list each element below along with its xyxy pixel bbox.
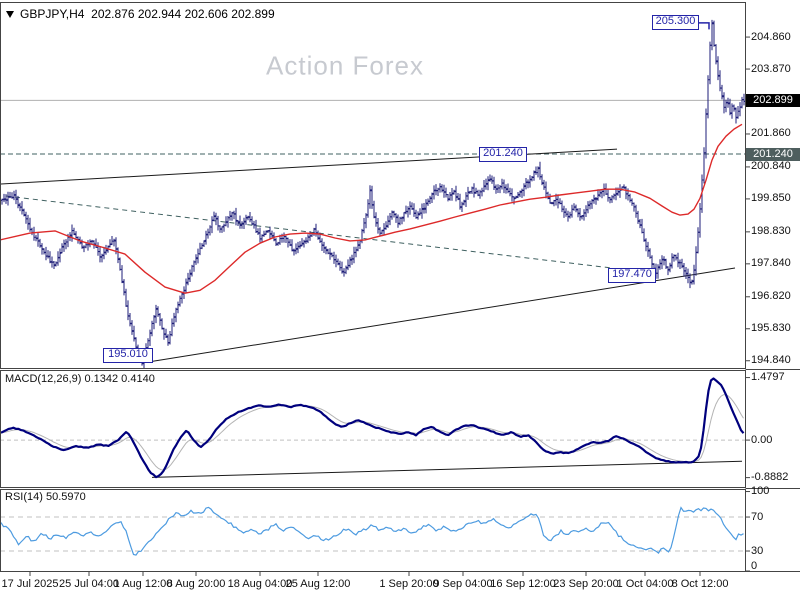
price-axis-label: 195.830	[751, 322, 791, 335]
price-axis-label: 200.840	[751, 160, 791, 173]
time-axis-label: 1 Aug 12:00	[113, 578, 173, 590]
time-axis-label: 25 Aug 12:00	[285, 578, 351, 590]
price-axis-label: 201.860	[751, 127, 791, 140]
time-axis-label: 1 Oct 04:00	[616, 578, 674, 590]
macd-axis-label: -0.8882	[751, 471, 789, 484]
price-badge-level: 201.240	[746, 147, 800, 161]
price-level-box: 205.300	[652, 15, 699, 31]
price-chart-area[interactable]	[0, 19, 746, 369]
macd-axis-label: 1.4797	[751, 371, 785, 384]
time-axis-label: 16 Sep 12:00	[490, 578, 556, 590]
time-axis-label: 8 Oct 12:00	[671, 578, 729, 590]
price-level-box: 201.240	[479, 146, 527, 162]
rsi-line	[1, 506, 744, 556]
price-axis-label: 197.840	[751, 257, 791, 270]
time-axis-label: 8 Aug 20:00	[166, 578, 226, 590]
price-axis-label: 194.840	[751, 354, 791, 367]
time-axis-label: 23 Sep 20:00	[553, 578, 619, 590]
rsi-axis-label: 70	[751, 510, 764, 523]
price-level-box: 197.470	[608, 268, 656, 284]
macd-main-line	[1, 377, 745, 479]
macd-axis-label: 0.00	[751, 433, 773, 446]
rsi-panel-border	[0, 489, 746, 572]
chart-title-text: GBPJPY,H4 202.876 202.944 202.606 202.89…	[20, 7, 275, 21]
macd-panel-border	[0, 370, 746, 488]
time-axis-label: 18 Aug 04:00	[227, 578, 293, 590]
price-axis-label: 196.820	[751, 290, 791, 303]
rsi-label: RSI(14) 50.5970	[5, 491, 86, 503]
macd-label: MACD(12,26,9) 0.1342 0.4140	[5, 373, 155, 385]
macd-chart-area[interactable]	[0, 377, 745, 479]
price-axis-label: 203.870	[751, 62, 791, 75]
price-axis-label: 199.850	[751, 192, 791, 205]
rsi-axis-label: 100	[751, 485, 770, 498]
rsi-axis-label: 30	[751, 544, 764, 557]
symbol-dropdown-icon	[6, 11, 14, 18]
rsi-axis-label: 0	[751, 560, 758, 572]
macd-signal-line	[1, 394, 744, 471]
moving-average-line	[1, 123, 743, 294]
price-level-box: 195.010	[103, 347, 153, 363]
rsi-chart-area[interactable]	[0, 506, 745, 556]
price-bars	[1, 19, 745, 368]
price-axis-label: 198.830	[751, 225, 791, 238]
watermark: Action Forex	[266, 50, 424, 81]
chart-title: GBPJPY,H4 202.876 202.944 202.606 202.89…	[6, 7, 275, 21]
time-axis-label: 1 Sep 20:00	[379, 578, 439, 590]
price-axis-label: 204.860	[751, 30, 791, 43]
time-axis-label: 9 Sep 04:00	[433, 578, 493, 590]
time-axis-label: 17 Jul 2025	[1, 578, 59, 590]
price-panel-border	[0, 2, 746, 369]
price-badge-current: 202.899	[746, 93, 800, 107]
time-axis-label: 25 Jul 04:00	[59, 578, 119, 590]
